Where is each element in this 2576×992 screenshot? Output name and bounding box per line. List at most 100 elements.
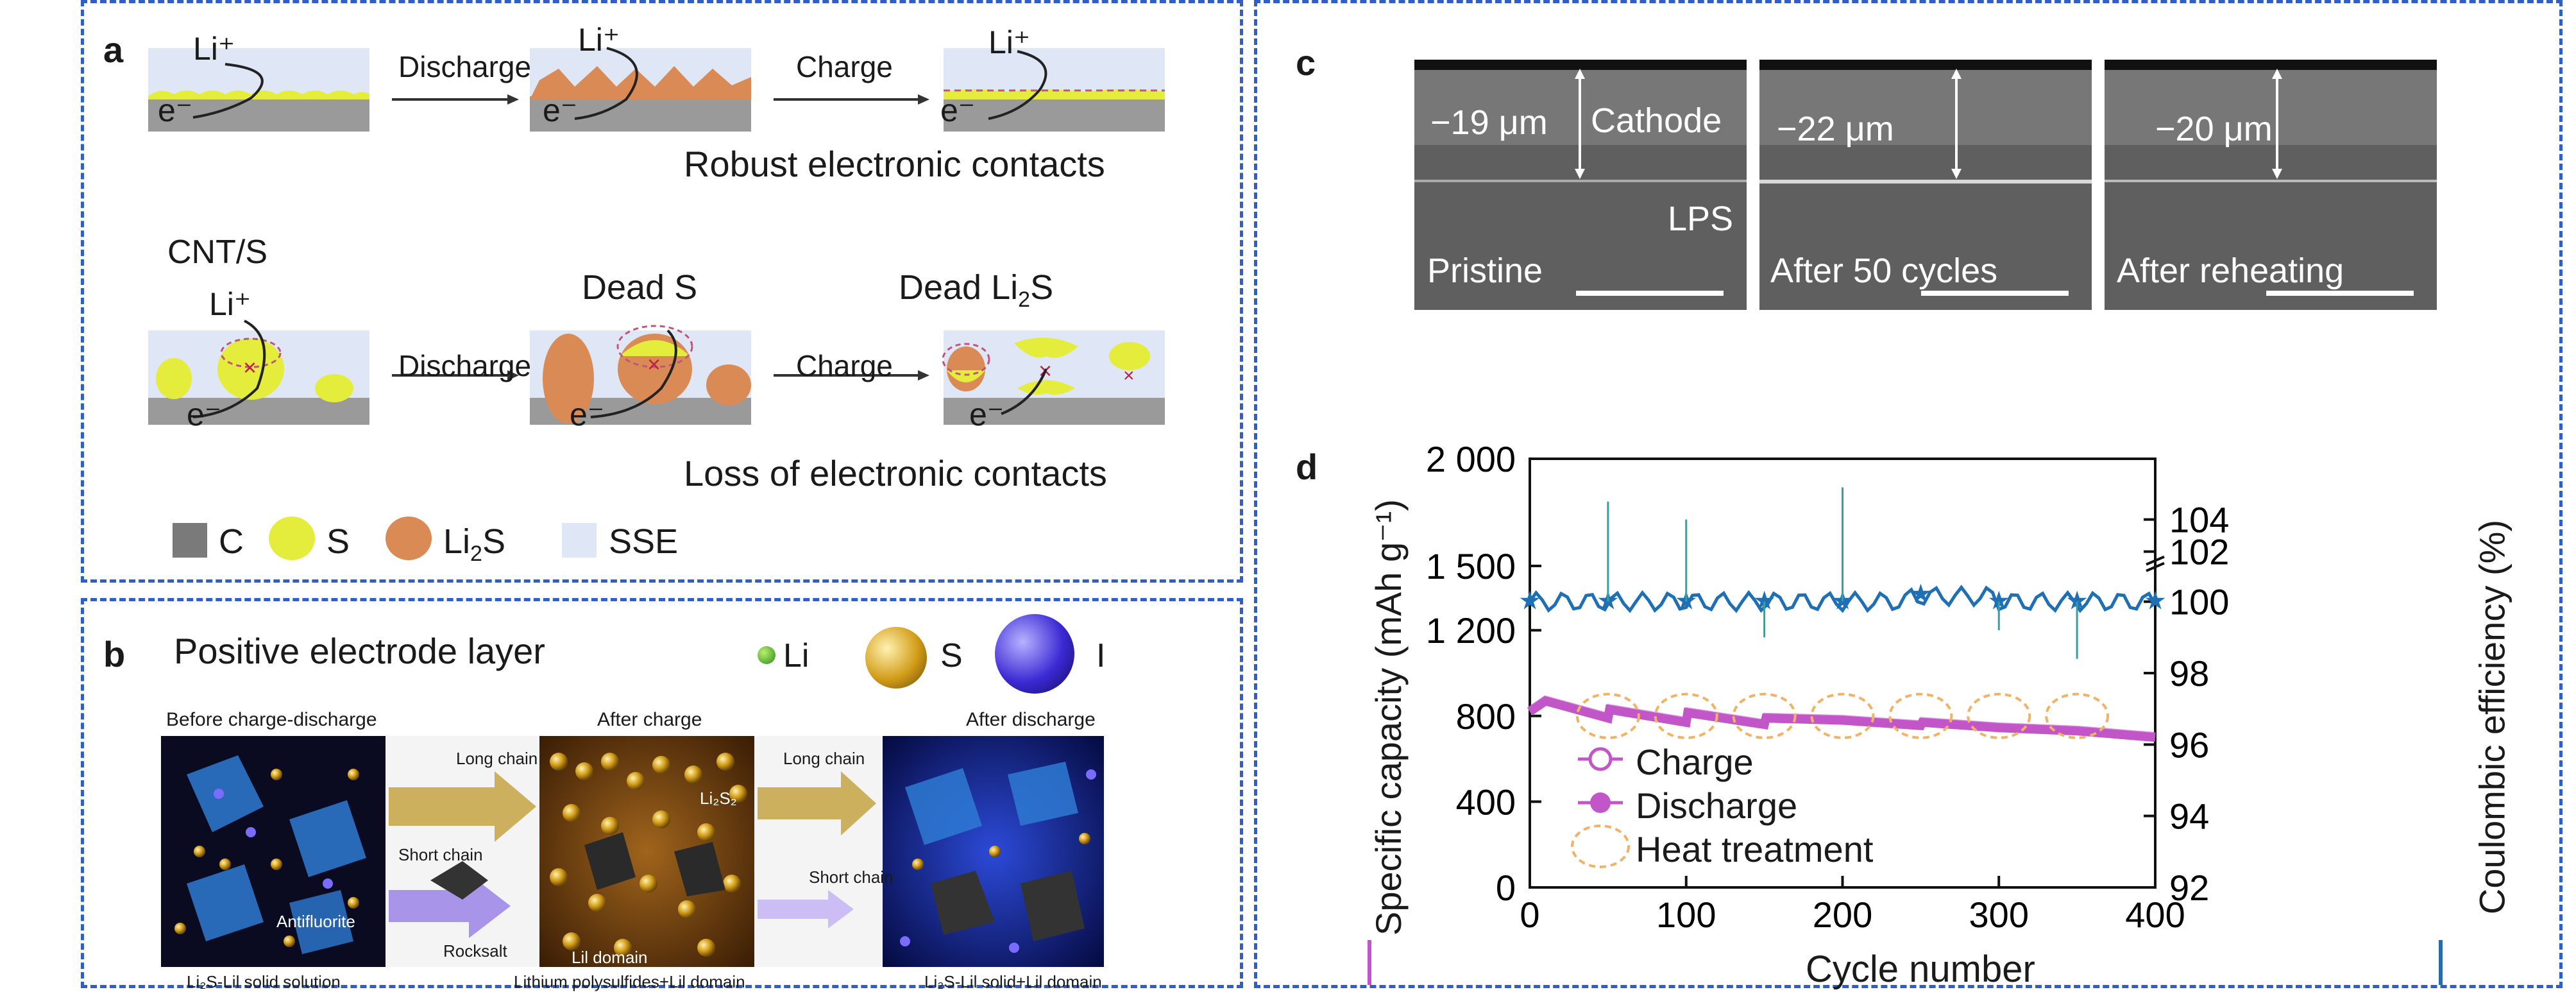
a-e-minus-1: e⁻ bbox=[158, 92, 193, 128]
c-thickness-2: −22 μm bbox=[1777, 110, 1894, 148]
panel-b-label: b bbox=[103, 634, 126, 674]
legend-discharge-marker bbox=[1590, 792, 1611, 813]
a-e-minus-6: e⁻ bbox=[969, 397, 1004, 432]
c-caption-1: Pristine bbox=[1427, 252, 1543, 290]
b-rocksalt: Rocksalt bbox=[443, 941, 507, 961]
x-tick-label: 300 bbox=[1969, 894, 2029, 935]
a-robust-caption: Robust electronic contacts bbox=[684, 144, 1105, 184]
a-li-plus-2: Li⁺ bbox=[578, 22, 620, 58]
c-cathode-label: Cathode bbox=[1591, 101, 1722, 140]
coulombic-point: ★ bbox=[1518, 586, 1541, 616]
c-thickness-3: −20 μm bbox=[2155, 110, 2273, 148]
legend-c-label: C bbox=[219, 522, 244, 561]
b-li2s2: Li₂S₂ bbox=[700, 789, 737, 808]
d-ylabel-left: Specific capacity (mAh g⁻¹) bbox=[1368, 499, 1409, 936]
b-legend-s: S bbox=[940, 637, 963, 674]
y-right-tick-label: 98 bbox=[2169, 653, 2209, 694]
b-long-chain-1: Long chain bbox=[456, 749, 538, 768]
heat-treatment-marker bbox=[1967, 692, 2031, 739]
y-left-tick-label: 2 000 bbox=[1426, 439, 1516, 479]
a-dead-s-label: Dead S bbox=[582, 268, 698, 307]
legend-sse-swatch bbox=[562, 523, 597, 558]
a-discharge-1: Discharge bbox=[398, 50, 532, 83]
b-after-discharge-caption: After discharge bbox=[966, 709, 1096, 730]
x-tick-label: 400 bbox=[2125, 894, 2185, 935]
b-caption-2: Lithium polysulfides+Lil domain bbox=[514, 972, 745, 991]
y-right-tick-label: 100 bbox=[2169, 582, 2229, 622]
y-right-tick-label: 102 bbox=[2169, 532, 2229, 572]
y-right-tick-label: 94 bbox=[2169, 796, 2209, 837]
b-before-caption: Before charge-discharge bbox=[166, 709, 377, 730]
x-tick-label: 100 bbox=[1656, 894, 1716, 935]
c-caption-2: After 50 cycles bbox=[1770, 252, 1998, 290]
c-lps-label: LPS bbox=[1668, 200, 1734, 238]
a-li-plus-3: Li⁺ bbox=[988, 24, 1031, 60]
legend-li2s-swatch bbox=[386, 517, 432, 560]
a-loss-caption: Loss of electronic contacts bbox=[684, 453, 1107, 493]
panel-d-label: d bbox=[1296, 447, 1318, 487]
heat-treatment-marker bbox=[1810, 692, 1875, 739]
sem-image-after-50 bbox=[1759, 60, 2092, 310]
y-right-tick-label: 96 bbox=[2169, 724, 2209, 765]
b-long-chain-2: Long chain bbox=[783, 749, 865, 768]
svg-text:×: × bbox=[243, 354, 257, 381]
b-antifluorite: Antifluorite bbox=[276, 912, 355, 931]
legend-s-label: S bbox=[326, 522, 350, 561]
heat-treatment-marker bbox=[1575, 692, 1640, 739]
a-e-minus-2: e⁻ bbox=[543, 92, 578, 128]
capacity-chart: 0 100 200 300 400 0 400 800 1 200 1 500 2 000 92 94 9… bbox=[1368, 439, 2443, 985]
a-dead-li2s-label: Dead Li2S bbox=[899, 268, 1054, 312]
c-thickness-1: −19 μm bbox=[1430, 103, 1548, 142]
coulombic-point: ★ bbox=[2144, 586, 2167, 616]
panel-b: b Positive electrode layer Li S I Before… bbox=[81, 598, 1243, 991]
a-li-plus-1: Li⁺ bbox=[193, 31, 235, 67]
axis-break-mark bbox=[2146, 561, 2165, 572]
d-ylabel-right: Coulombic efficiency (%) bbox=[2471, 519, 2512, 915]
a-charge-2: Charge bbox=[796, 349, 893, 382]
axis-break-mark bbox=[2146, 555, 2165, 566]
legend-c-swatch bbox=[173, 523, 207, 558]
d-legend-charge: Charge bbox=[1636, 742, 1754, 782]
legend-s-swatch bbox=[269, 517, 315, 560]
a-e-minus-3: e⁻ bbox=[940, 92, 976, 128]
b-legend-li: Li bbox=[783, 637, 809, 674]
y-right-tick-label: 92 bbox=[2169, 868, 2209, 908]
b-caption-3: Li₂S-Lil solid+Lil domain bbox=[924, 972, 1102, 991]
legend-heat-marker bbox=[1571, 825, 1630, 868]
a-cnt-s-label: CNT/S bbox=[167, 234, 267, 271]
legend-sse-label: SSE bbox=[609, 522, 679, 561]
d-legend-discharge: Discharge bbox=[1636, 785, 1798, 826]
sem-thickness-markers bbox=[1575, 69, 2282, 179]
schematic-robust-row bbox=[148, 47, 1165, 132]
panel-cd: c −19 μm Cathode LPS Pristine −22 μm Aft… bbox=[1254, 0, 2563, 990]
heat-treatment-marker bbox=[1732, 692, 1797, 739]
c-caption-3: After reheating bbox=[2117, 252, 2344, 290]
heat-treatment-marker bbox=[1654, 692, 1718, 739]
a-discharge-2: Discharge bbox=[398, 349, 532, 382]
panel-c-label: c bbox=[1296, 42, 1316, 83]
b-caption-1: Li₂S-Lil solid solution bbox=[187, 972, 341, 991]
series-line-discharge bbox=[1527, 696, 2156, 742]
y-left-tick-label: 1 500 bbox=[1426, 546, 1516, 586]
y-right-tick-label: 104 bbox=[2169, 500, 2229, 540]
x-tick-label: 200 bbox=[1813, 894, 1872, 935]
y-left-tick-label: 1 200 bbox=[1426, 610, 1516, 651]
x-tick-label: 0 bbox=[1520, 894, 1539, 935]
b-crystal-illustration bbox=[161, 736, 1104, 967]
b-title: Positive electrode layer bbox=[174, 631, 545, 671]
y-left-tick-label: 800 bbox=[1456, 696, 1516, 737]
a-li-plus-4: Li⁺ bbox=[209, 286, 251, 322]
a-e-minus-5: e⁻ bbox=[570, 397, 605, 432]
series-line-coulombic-efficiency bbox=[1528, 585, 2157, 613]
panel-a-label: a bbox=[103, 30, 124, 70]
legend-charge-marker bbox=[1588, 747, 1613, 771]
legend-li2s-label: Li2S bbox=[443, 522, 505, 566]
y-left-tick-label: 400 bbox=[1456, 782, 1516, 822]
b-short-chain-1: Short chain bbox=[398, 845, 483, 864]
svg-text:×: × bbox=[1123, 365, 1135, 386]
b-legend-i: I bbox=[1096, 637, 1106, 674]
d-legend-heat: Heat treatment bbox=[1636, 829, 1874, 869]
heat-treatment-marker bbox=[2045, 692, 2110, 739]
b-legend-i-icon bbox=[995, 614, 1074, 694]
a-charge-1: Charge bbox=[796, 50, 893, 83]
